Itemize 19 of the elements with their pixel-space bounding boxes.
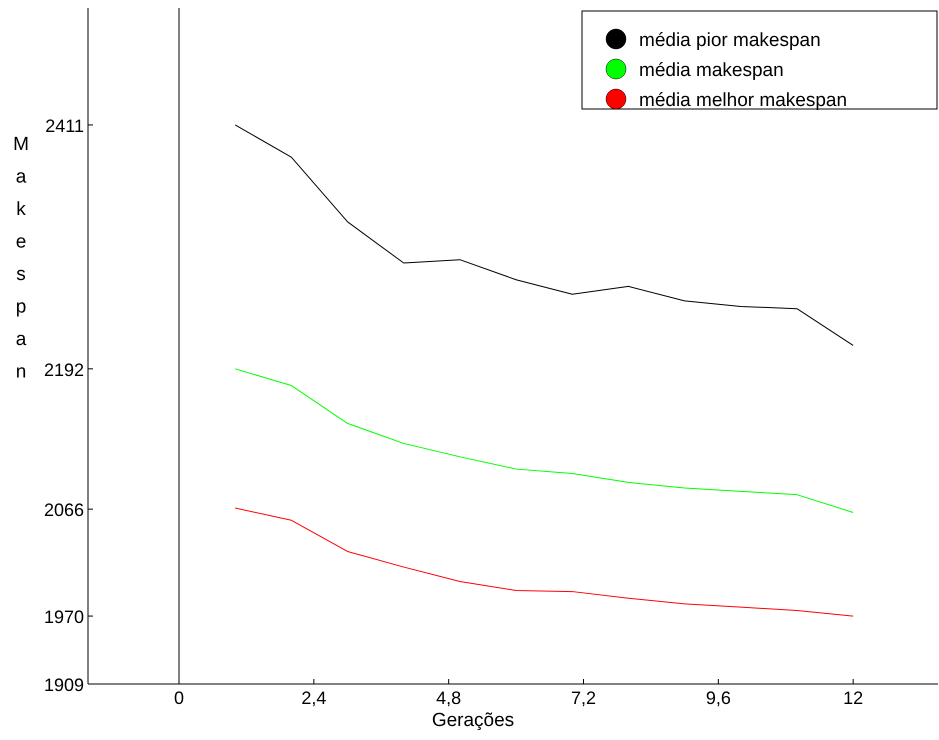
legend-label: média makespan bbox=[639, 60, 784, 81]
y-tick-label: 1970 bbox=[44, 607, 84, 628]
x-tick-label: 7,2 bbox=[570, 688, 596, 708]
x-tick-label: 4,8 bbox=[436, 688, 462, 708]
y-axis-title: Makespan bbox=[13, 134, 29, 382]
y-tick-label: 2192 bbox=[44, 360, 84, 380]
legend-label: média melhor makespan bbox=[639, 90, 848, 111]
x-axis-title: Gerações bbox=[432, 710, 514, 731]
y-tick-label: 1909 bbox=[44, 675, 84, 695]
x-tick-label: 2,4 bbox=[301, 688, 326, 708]
x-tick-label: 12 bbox=[843, 688, 864, 708]
x-tick-label: 9,6 bbox=[706, 688, 731, 708]
y-tick-label: 2411 bbox=[45, 116, 84, 136]
legend-label: média pior makespan bbox=[639, 30, 821, 51]
line-series bbox=[234, 508, 854, 617]
line-series bbox=[234, 368, 854, 513]
y-tick-label: 2066 bbox=[44, 500, 84, 520]
line-series bbox=[234, 124, 854, 346]
x-tick-label: 0 bbox=[174, 688, 184, 708]
